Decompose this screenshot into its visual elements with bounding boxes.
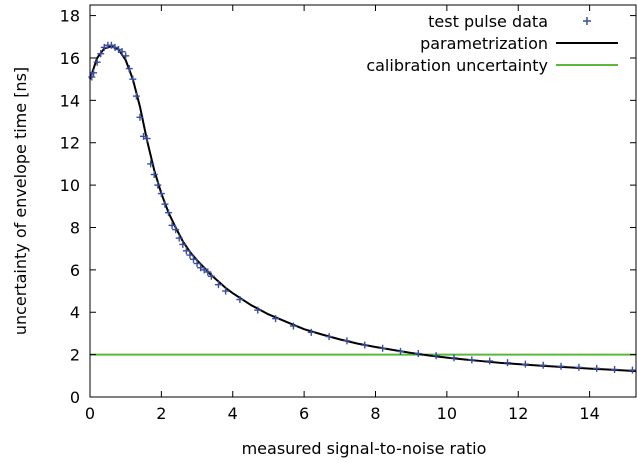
- test-pulse-data-point: [150, 171, 158, 179]
- test-pulse-data-point: [125, 65, 133, 73]
- test-pulse-data-point: [628, 366, 636, 374]
- test-pulse-data-point: [100, 43, 108, 51]
- y-tick-label: 0: [70, 388, 80, 407]
- plot-frame: [89, 4, 637, 398]
- x-tick-label: 0: [85, 404, 95, 423]
- test-pulse-data-point: [450, 354, 458, 362]
- test-pulse-data-point: [186, 251, 194, 259]
- test-pulse-data-point: [143, 134, 151, 142]
- test-pulse-data-point: [107, 41, 115, 49]
- test-pulse-data-point: [575, 363, 583, 371]
- y-tick-label: 10: [60, 176, 80, 195]
- test-pulse-data-point: [486, 357, 494, 365]
- y-axis-title: uncertainty of envelope time [ns]: [11, 67, 30, 335]
- test-pulse-data-point: [521, 360, 529, 368]
- test-pulse-data-point: [611, 365, 619, 373]
- y-tick-label: 8: [70, 218, 80, 237]
- test-pulse-data-point: [122, 52, 130, 60]
- test-pulse-data-point: [593, 364, 601, 372]
- test-pulse-data-point: [93, 58, 101, 66]
- test-pulse-data-point: [504, 359, 512, 367]
- test-pulse-data-point: [204, 268, 212, 276]
- test-pulse-data-point: [343, 337, 351, 345]
- test-pulse-data-point: [140, 132, 148, 140]
- y-tick-label: 4: [70, 303, 80, 322]
- test-pulse-data-point: [539, 361, 547, 369]
- test-pulse-data-point: [200, 266, 208, 274]
- test-pulse-data-point: [432, 352, 440, 360]
- legend-label-parametrization: parametrization: [420, 34, 548, 53]
- x-tick-label: 12: [508, 404, 528, 423]
- test-pulse-data-point: [165, 209, 173, 217]
- test-pulse-data-point: [161, 200, 169, 208]
- test-pulse-data-point: [414, 350, 422, 358]
- test-pulse-data-point: [272, 315, 280, 323]
- legend-label-test-pulse-data: test pulse data: [428, 12, 548, 31]
- test-pulse-data-point: [97, 50, 105, 58]
- test-pulse-data-point: [136, 113, 144, 121]
- x-tick-label: 6: [299, 404, 309, 423]
- x-tick-label: 14: [579, 404, 599, 423]
- test-pulse-data-point: [557, 362, 565, 370]
- y-tick-label: 14: [60, 91, 80, 110]
- test-pulse-data-point: [325, 333, 333, 341]
- test-pulse-data-point: [207, 272, 215, 280]
- legend-swatch-test-pulse-data: [583, 17, 591, 25]
- y-tick-label: 2: [70, 346, 80, 365]
- test-pulse-data-point: [115, 45, 123, 53]
- x-axis-title: measured signal-to-noise ratio: [242, 439, 487, 458]
- x-tick-label: 10: [437, 404, 457, 423]
- test-pulse-data-point: [88, 73, 96, 81]
- test-pulse-data-point: [361, 341, 369, 349]
- test-pulse-data-point: [168, 221, 176, 229]
- test-pulse-data-point: [214, 281, 222, 289]
- test-pulse-data-point: [254, 306, 262, 314]
- test-pulse-data-point: [182, 247, 190, 255]
- test-pulse-data-point: [468, 356, 476, 364]
- test-pulse-data-point: [189, 255, 197, 263]
- y-tick-label: 16: [60, 49, 80, 68]
- test-pulse-data-point: [222, 287, 230, 295]
- test-pulse-data-point: [118, 48, 126, 56]
- test-pulse-data-point: [90, 69, 98, 77]
- test-pulse-data-point: [175, 234, 183, 242]
- test-pulse-data-point: [379, 344, 387, 352]
- test-pulse-data-point: [132, 92, 140, 100]
- x-tick-label: 8: [370, 404, 380, 423]
- x-tick-label: 2: [156, 404, 166, 423]
- test-pulse-data-point: [172, 226, 180, 234]
- axis-ticks: 0 2 4 6 8 10 12 14 0 2 4 6 8 10 12 14 16 18: [60, 5, 636, 423]
- test-pulse-data-point: [179, 240, 187, 248]
- y-tick-label: 6: [70, 261, 80, 280]
- test-pulse-data-point: [236, 296, 244, 304]
- test-pulse-data-point: [396, 347, 404, 355]
- legend-label-calibration-uncertainty: calibration uncertainty: [366, 56, 548, 75]
- y-tick-label: 12: [60, 134, 80, 153]
- test-pulse-data-point: [147, 160, 155, 168]
- y-tick-label: 18: [60, 7, 80, 26]
- test-pulse-data-point: [154, 181, 162, 189]
- test-pulse-data-point: [129, 75, 137, 83]
- test-pulse-data-point: [289, 322, 297, 330]
- parametrization-curve: [89, 45, 637, 373]
- test-pulse-data-point: [157, 190, 165, 198]
- x-tick-label: 4: [228, 404, 238, 423]
- test-pulse-data-point: [307, 328, 315, 336]
- test-pulse-data-point: [197, 264, 205, 272]
- legend: test pulse data parametrization calibrat…: [366, 12, 618, 75]
- test-pulse-data-point: [193, 260, 201, 268]
- test-pulse-data-point: [111, 43, 119, 51]
- data-marks: [88, 41, 637, 374]
